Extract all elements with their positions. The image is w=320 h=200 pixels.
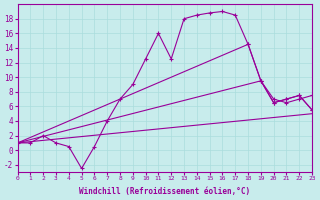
X-axis label: Windchill (Refroidissement éolien,°C): Windchill (Refroidissement éolien,°C) — [79, 187, 250, 196]
